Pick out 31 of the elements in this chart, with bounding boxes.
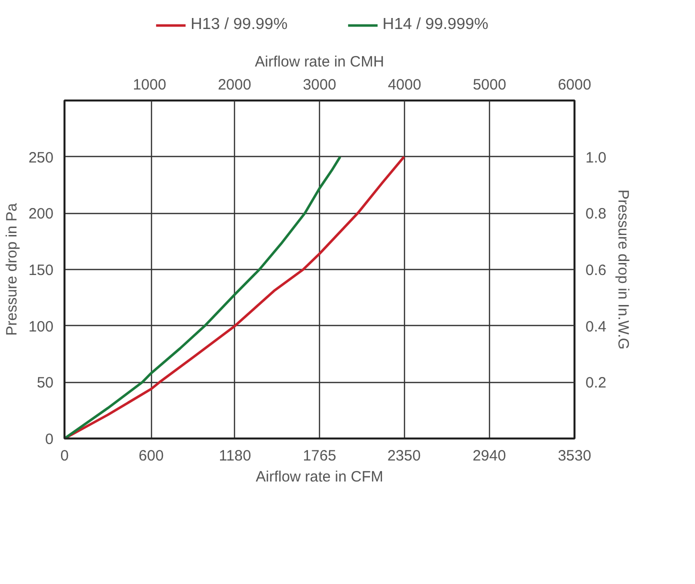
x-tick-label: 2940 [472, 448, 506, 464]
x-tick-label: 600 [138, 448, 164, 464]
x2-axis-title: Airflow rate in CMH [254, 54, 384, 70]
x-tick-label: 1765 [302, 448, 336, 464]
y-tick-label: 200 [28, 206, 54, 223]
y-tick-label: 100 [28, 318, 54, 336]
x2-tick-label: 2000 [218, 76, 252, 94]
y2-tick-label: 0.4 [586, 318, 606, 336]
y2-tick-label: 0.8 [586, 206, 606, 223]
x-tick-label: 2350 [387, 448, 421, 464]
legend-label: H14 / 99.999% [382, 16, 488, 34]
x2-tick-label: 1000 [132, 76, 166, 94]
y-tick-label: 150 [28, 262, 54, 279]
x2-tick-label: 6000 [558, 76, 592, 94]
x-axis-title: Airflow rate in CFM [256, 468, 384, 486]
legend-label: H13 / 99.99% [190, 16, 288, 34]
y-tick-label: 0 [45, 431, 54, 448]
y2-tick-label: 1.0 [586, 149, 606, 166]
y2-tick-label: 0.6 [586, 262, 606, 279]
x-tick-label: 1180 [218, 448, 252, 464]
x-tick-label: 3530 [558, 448, 592, 464]
y-axis-title: Pressure drop in Pa [3, 202, 20, 336]
y2-axis-title: Pressure drop in In.W.G [614, 189, 632, 350]
x2-tick-label: 5000 [472, 76, 506, 94]
y-tick-label: 50 [36, 374, 54, 392]
x2-tick-label: 3000 [302, 76, 336, 94]
line-series [64, 156, 342, 438]
y-tick-label: 250 [28, 149, 54, 166]
x2-tick-label: 4000 [388, 76, 422, 94]
x-tick-label: 0 [60, 448, 69, 464]
y2-tick-label: 0.2 [586, 374, 606, 392]
